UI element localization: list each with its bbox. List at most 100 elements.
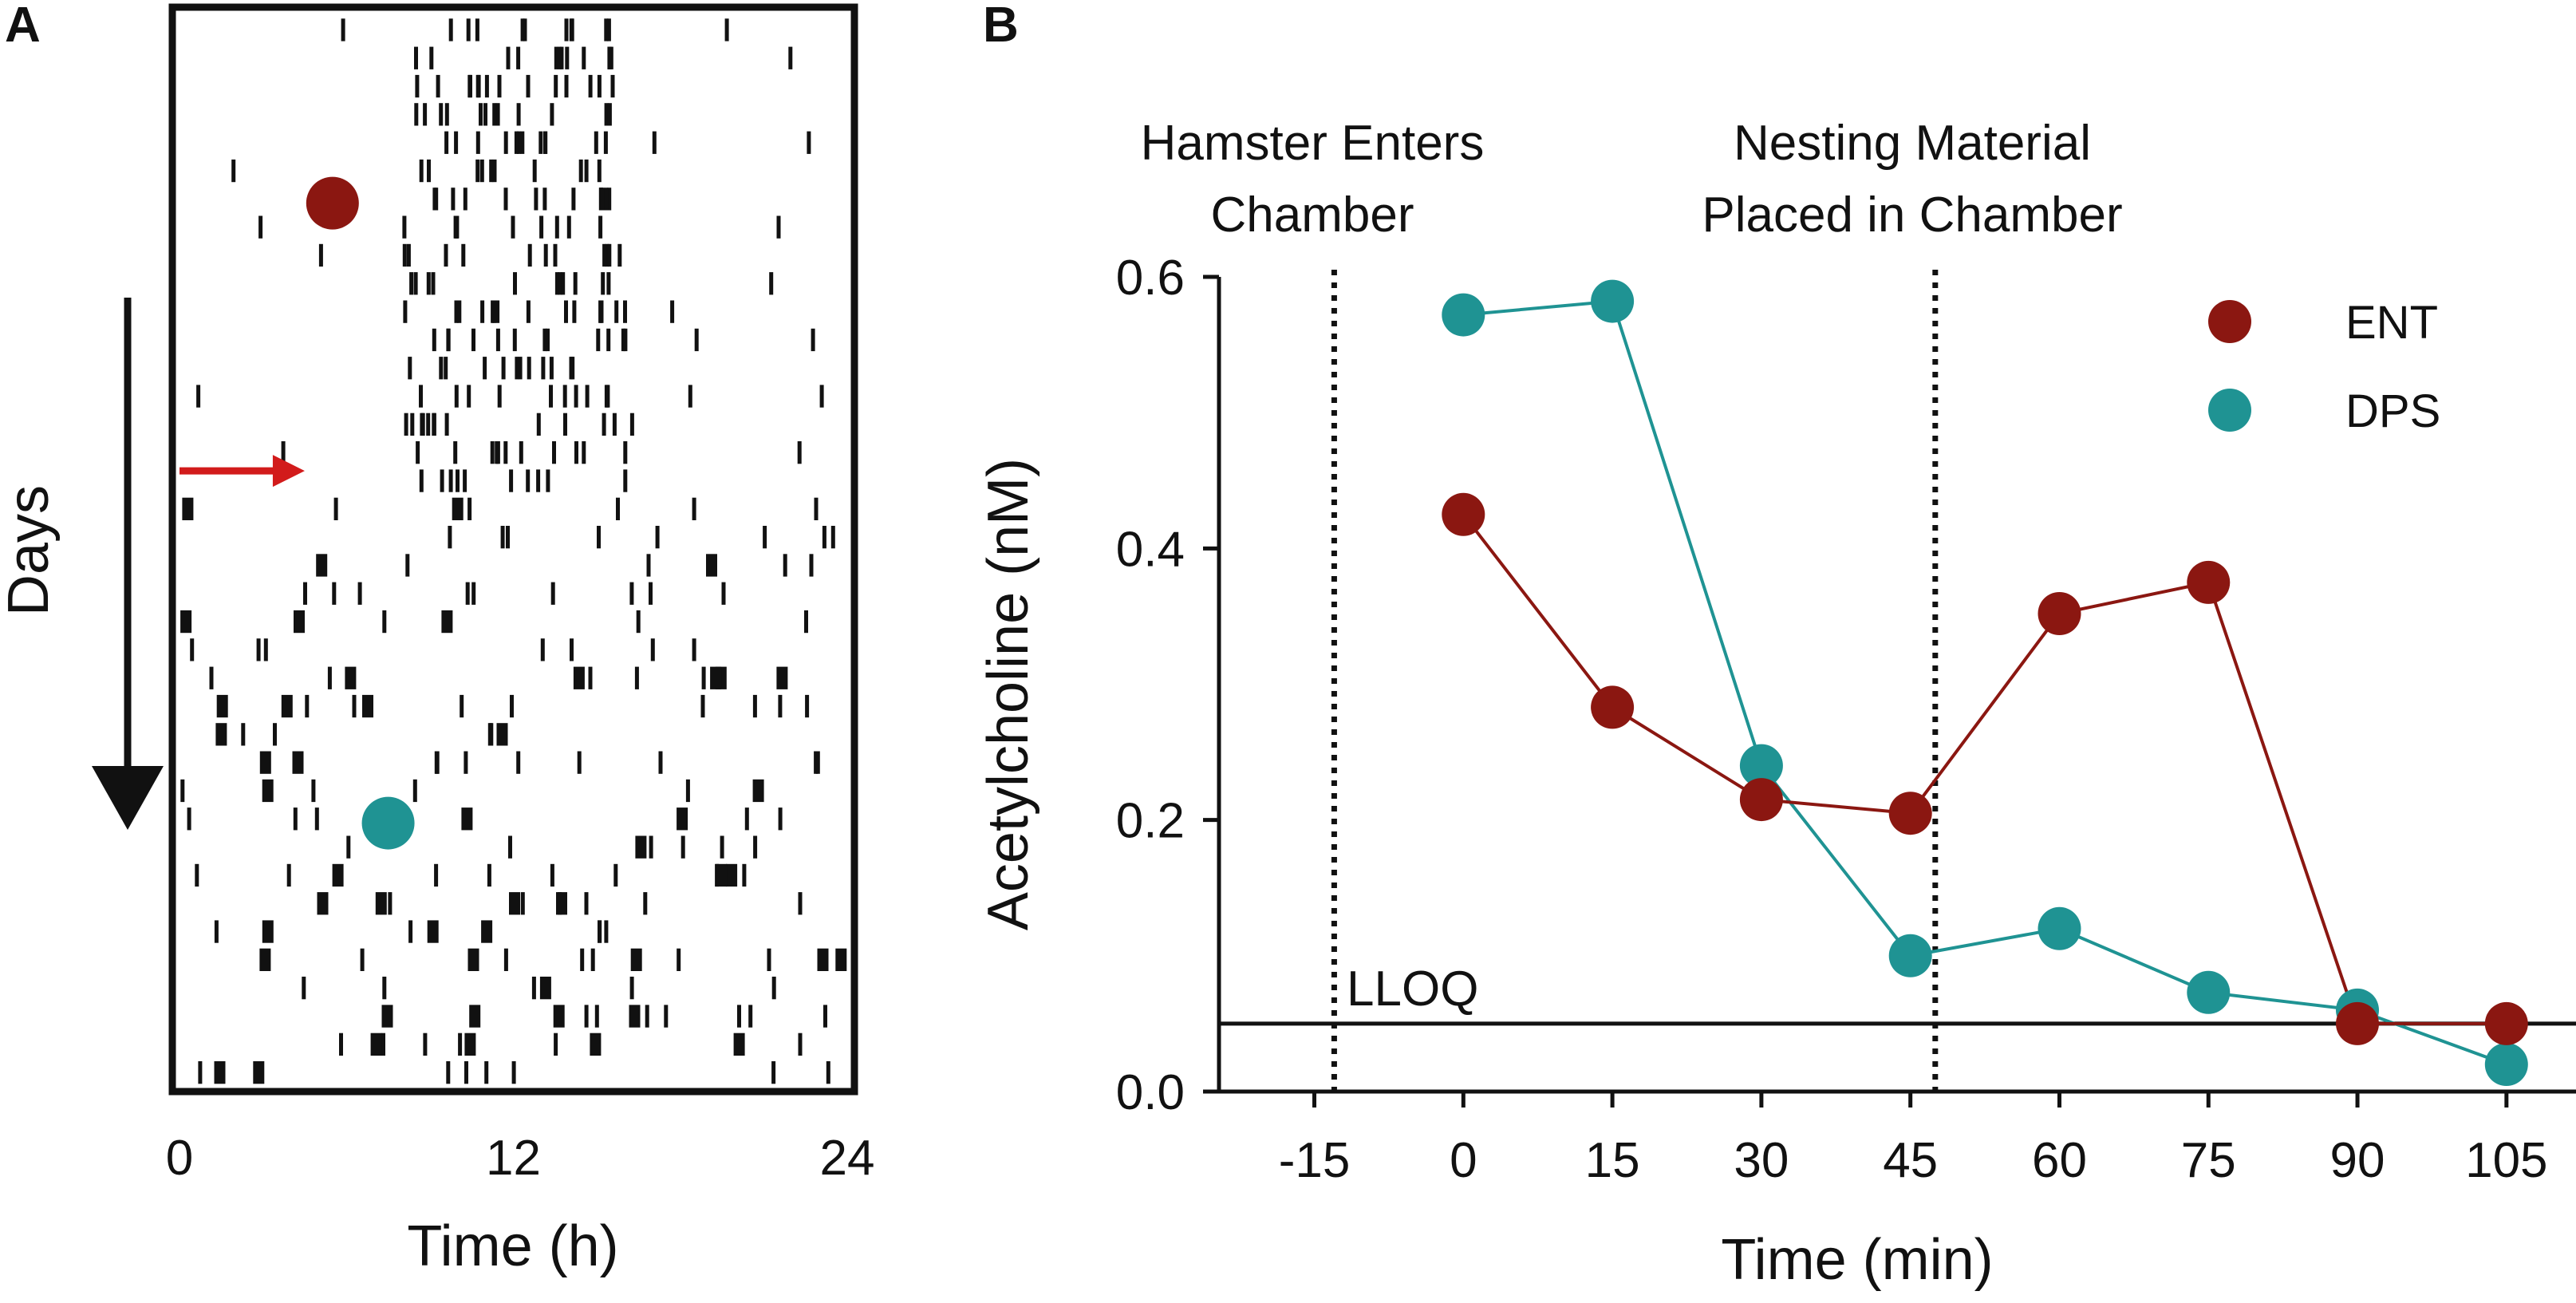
activity-bar	[523, 18, 527, 41]
activity-bar	[341, 18, 345, 41]
activity-bar	[569, 357, 574, 380]
activity-bar	[483, 357, 487, 380]
activity-bar	[303, 582, 307, 605]
activity-bar	[215, 723, 227, 746]
hamster-enters-label-line1: Hamster Enters	[1141, 116, 1485, 171]
activity-bar	[536, 469, 541, 492]
activity-bar	[503, 131, 508, 154]
ent-point	[2484, 1001, 2528, 1045]
activity-bar	[492, 300, 496, 323]
activity-bar	[503, 188, 508, 211]
activity-bar	[582, 441, 586, 464]
activity-bar	[360, 948, 365, 971]
activity-bar	[539, 977, 551, 1000]
activity-bar	[531, 977, 536, 1000]
activity-bar	[427, 920, 439, 943]
activity-bar	[752, 779, 764, 803]
activity-bar	[629, 977, 634, 1000]
activity-bar	[606, 272, 611, 295]
dps-point	[2187, 970, 2231, 1014]
activity-bar	[823, 1005, 827, 1028]
x-tick-label: -15	[1279, 1133, 1351, 1188]
activity-bar	[258, 215, 263, 239]
activity-bar	[599, 300, 604, 323]
activity-bar	[515, 357, 519, 380]
activity-bar	[408, 357, 412, 380]
activity-bar	[556, 892, 567, 915]
activity-bar	[807, 131, 811, 154]
activity-bar	[557, 46, 562, 69]
activity-bar	[798, 892, 803, 915]
activity-bar	[584, 892, 589, 915]
activity-bar	[403, 300, 408, 323]
activity-bar	[281, 441, 286, 464]
activity-bar	[597, 74, 602, 98]
activity-bar	[606, 328, 611, 352]
activity-bar	[314, 807, 319, 831]
activity-bar	[541, 357, 546, 380]
activity-bar	[538, 131, 543, 154]
actogram-ylabel: Days	[0, 485, 61, 616]
activity-bar	[458, 1033, 463, 1056]
activity-bar	[382, 610, 387, 634]
nesting-material-label-line1: Nesting Material	[1734, 116, 2091, 171]
activity-bar	[500, 526, 505, 549]
activity-bar	[543, 243, 548, 267]
activity-bar	[830, 526, 835, 549]
activity-bar	[492, 159, 497, 183]
activity-bar	[670, 300, 675, 323]
activity-bar	[574, 385, 578, 408]
activity-bar	[263, 638, 268, 661]
activity-bar	[423, 103, 428, 126]
activity-bar	[262, 779, 274, 803]
activity-bar	[513, 272, 517, 295]
activity-bar	[492, 103, 497, 126]
activity-bar	[413, 272, 418, 295]
activity-bar	[630, 948, 642, 971]
ent-legend-marker	[2208, 300, 2251, 343]
ent-point	[1888, 792, 1932, 835]
activity-bar	[273, 723, 277, 746]
dps-legend-marker	[2208, 389, 2251, 432]
line-chart-xlabel: Time (min)	[1721, 1228, 1993, 1292]
activity-bar	[636, 610, 641, 634]
activity-bar	[519, 441, 523, 464]
activity-bar	[769, 272, 774, 295]
activity-bar	[726, 863, 738, 887]
activity-bar	[602, 243, 607, 267]
activity-bar	[737, 1005, 741, 1028]
activity-bar	[503, 948, 508, 971]
activity-bar	[402, 243, 407, 267]
activity-bar	[649, 835, 653, 859]
activity-bar	[196, 385, 201, 408]
activity-bar	[550, 103, 554, 126]
activity-bar	[553, 243, 558, 267]
ent-legend-label: ENT	[2345, 297, 2438, 349]
activity-bar	[510, 694, 514, 718]
activity-bar	[550, 582, 555, 605]
activity-bar	[677, 807, 688, 831]
activity-bar	[604, 920, 609, 943]
activity-bar	[475, 131, 480, 154]
activity-bar	[733, 1033, 745, 1056]
activity-bar	[293, 807, 298, 831]
activity-bar	[610, 74, 615, 98]
activity-bar	[327, 666, 332, 689]
activity-bar	[701, 666, 706, 689]
activity-bar	[594, 1005, 599, 1028]
activity-bar	[404, 413, 408, 436]
activity-bar	[604, 103, 609, 126]
activity-bar	[613, 863, 618, 887]
activity-bar	[352, 694, 357, 718]
activity-bar	[414, 46, 418, 69]
activity-bar	[508, 835, 512, 859]
activity-bar	[559, 46, 564, 69]
activity-bar	[526, 469, 531, 492]
activity-bar	[466, 18, 471, 41]
activity-bar	[452, 497, 464, 520]
activity-bar	[797, 441, 802, 464]
activity-bar	[408, 920, 413, 943]
activity-bar	[602, 413, 606, 436]
activity-bar	[454, 215, 459, 239]
activity-bar	[566, 215, 571, 239]
